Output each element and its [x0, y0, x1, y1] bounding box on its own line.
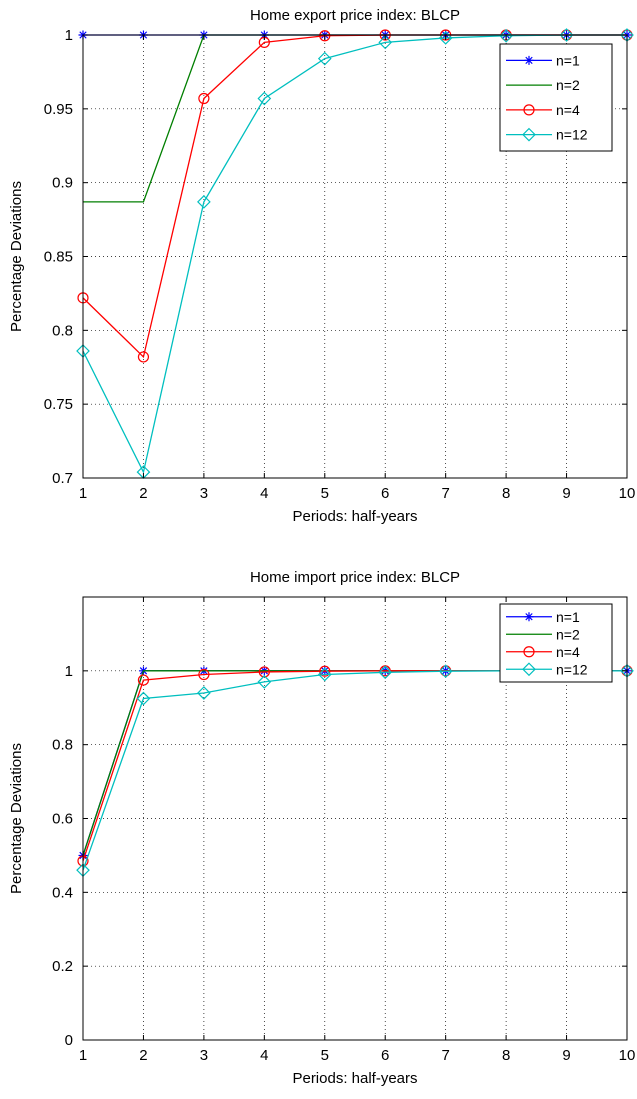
data-point-n-12	[136, 691, 151, 706]
data-point-n-12	[317, 667, 332, 682]
data-point-n-4	[319, 30, 331, 42]
ticks: 1 2 3 4 5 6 7 8 9 10 0.7 0.75 0.8 0.85 0.9 0.95 1	[44, 27, 636, 502]
legend-entry-n-12: n=12	[506, 661, 588, 677]
legend: n=1n=2 n=4n=12	[499, 603, 613, 683]
y-tick-label: 0.8	[52, 322, 73, 339]
y-axis-label: Percentage Deviations	[8, 181, 25, 332]
legend-label: n=2	[556, 77, 580, 93]
legend-label: n=2	[556, 626, 580, 642]
data-point-n-12	[438, 31, 453, 45]
legend-marker	[523, 104, 535, 116]
y-tick-label: 0.95	[44, 101, 73, 118]
data-point-n-12	[257, 91, 272, 106]
x-tick-label: 2	[139, 1047, 147, 1064]
chart-import-price-index: 1 2 3 4 5 6 7 8 9 10 0 0.2 0.4 0.6 0.8 1 Home import pri…	[8, 569, 635, 1087]
y-tick-label: 0.8	[52, 737, 73, 754]
legend: n=1 n=2 n=4 n=12	[499, 43, 613, 152]
data-point-n-12	[378, 35, 393, 50]
x-tick-label: 1	[79, 485, 87, 502]
y-tick-label: 0	[65, 1032, 73, 1049]
y-tick-label: 0.85	[44, 249, 73, 266]
ticks: 1 2 3 4 5 6 7 8 9 10 0 0.2 0.4 0.6 0.8 1	[52, 597, 635, 1064]
chart-export-price-index: 1 2 3 4 5 6 7 8 9 10 0.7 0.75 0.8 0.85 0.9 0.95 1 Home ex…	[8, 7, 635, 525]
x-tick-label: 6	[381, 1047, 389, 1064]
legend-entry-n-12: n=12	[506, 127, 588, 143]
x-tick-label: 9	[562, 485, 570, 502]
legend-marker	[522, 662, 536, 677]
legend-entry-n-2: n=2	[506, 77, 580, 93]
legend-marker	[524, 55, 534, 65]
legend-marker	[523, 646, 535, 658]
chart-title: Home import price index: BLCP	[250, 569, 460, 586]
data-point-n-12	[197, 195, 211, 209]
legend-label: n=1	[556, 52, 580, 68]
legend-box	[499, 43, 613, 152]
x-tick-label: 6	[381, 485, 389, 502]
x-tick-label: 5	[321, 485, 329, 502]
x-tick-label: 7	[441, 485, 449, 502]
x-tick-label: 3	[200, 1047, 208, 1064]
x-tick-label: 2	[139, 485, 147, 502]
legend-entry-n-1: n=1	[506, 609, 580, 625]
y-tick-label: 0.6	[52, 811, 73, 828]
x-tick-label: 10	[619, 1047, 636, 1064]
y-tick-label: 0.75	[44, 396, 73, 413]
legend-label: n=12	[556, 127, 588, 143]
data-point-n-4	[198, 92, 210, 105]
x-tick-label: 10	[619, 485, 636, 502]
x-tick-label: 7	[441, 1047, 449, 1064]
data-point-n-12	[317, 51, 332, 66]
y-tick-label: 1	[65, 663, 73, 680]
x-tick-label: 8	[502, 485, 510, 502]
legend-label: n=4	[556, 644, 580, 660]
data-point-n-4	[198, 668, 210, 681]
data-point-n-12	[559, 28, 574, 42]
x-tick-label: 8	[502, 1047, 510, 1064]
legend-marker	[524, 612, 534, 622]
x-tick-label: 3	[200, 485, 208, 502]
y-tick-label: 0.7	[52, 470, 73, 487]
legend-label: n=1	[556, 609, 580, 625]
x-tick-label: 4	[260, 1047, 268, 1064]
x-tick-label: 1	[79, 1047, 87, 1064]
x-axis-label: Periods: half-years	[292, 508, 417, 525]
legend-label: n=4	[556, 102, 580, 118]
data-point-n-4	[319, 665, 331, 677]
y-tick-label: 0.4	[52, 884, 73, 901]
y-tick-label: 0.9	[52, 175, 73, 192]
data-point-n-12	[378, 665, 393, 680]
data-point-n-12	[438, 664, 453, 679]
data-point-n-12	[257, 675, 272, 689]
x-tick-label: 5	[321, 1047, 329, 1064]
x-axis-label: Periods: half-years	[292, 1070, 417, 1087]
y-tick-label: 1	[65, 27, 73, 44]
x-tick-label: 4	[260, 485, 268, 502]
legend-marker	[522, 127, 536, 142]
data-point-n-4	[137, 351, 150, 363]
data-point-n-12	[499, 28, 513, 43]
y-tick-label: 0.2	[52, 958, 73, 975]
legend-entry-n-4: n=4	[506, 102, 580, 118]
legend-entry-n-4: n=4	[506, 644, 580, 660]
x-tick-label: 9	[562, 1047, 570, 1064]
chart-title: Home export price index: BLCP	[250, 7, 460, 24]
data-point-n-4	[258, 666, 270, 678]
data-point-n-4	[137, 674, 150, 686]
legend-entry-n-1: n=1	[506, 52, 580, 68]
y-axis-label: Percentage Deviations	[8, 743, 25, 894]
legend-entry-n-2: n=2	[506, 626, 580, 642]
legend-label: n=12	[556, 661, 588, 677]
data-point-n-12	[197, 686, 211, 700]
